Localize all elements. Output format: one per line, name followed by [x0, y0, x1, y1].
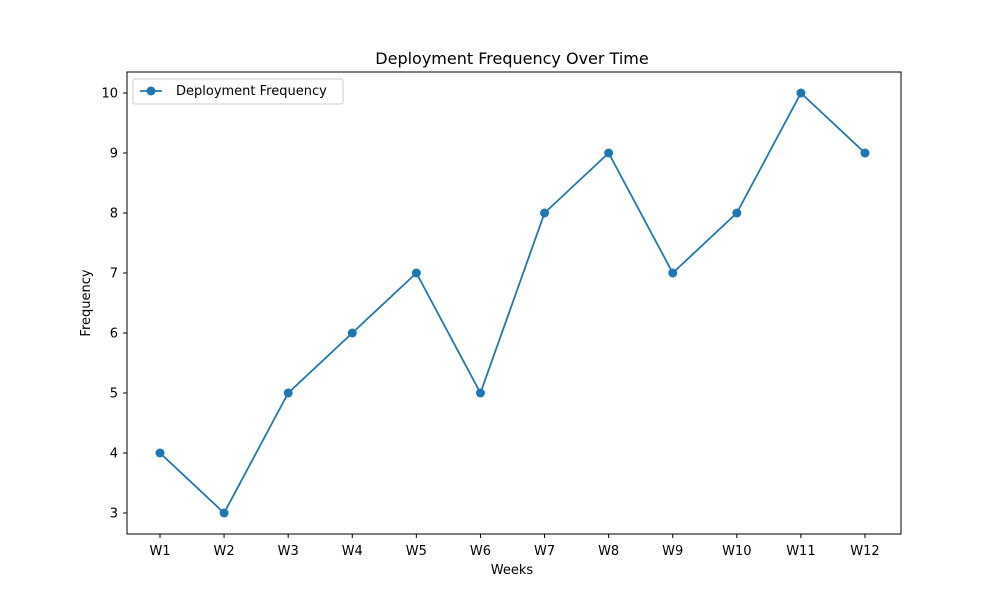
x-tick-label: W4: [342, 544, 363, 559]
x-tick-label: W8: [598, 544, 619, 559]
data-point: [540, 208, 550, 218]
data-point: [668, 268, 678, 278]
x-axis: W1 W2 W3 W4 W5 W6 W7 W8 W9 W10 W11 W12: [149, 534, 880, 559]
x-tick-label: W7: [534, 544, 555, 559]
series-layer: [155, 88, 870, 518]
y-tick-label: 3: [110, 507, 118, 522]
data-point: [604, 148, 614, 158]
y-tick-label: 8: [110, 207, 118, 222]
legend-box: [132, 78, 344, 105]
y-tick-label: 7: [110, 267, 118, 282]
chart-title: Deployment Frequency Over Time: [375, 49, 648, 68]
data-point: [796, 88, 806, 98]
x-tick-label: W3: [278, 544, 299, 559]
data-point: [475, 388, 485, 398]
y-axis-label: Frequency: [79, 269, 94, 336]
data-point: [219, 508, 229, 518]
legend-label: Deployment Frequency: [176, 84, 327, 99]
y-tick-label: 9: [110, 147, 118, 162]
x-tick-label: W5: [406, 544, 427, 559]
x-tick-label: W2: [214, 544, 235, 559]
series-line: [159, 92, 866, 514]
x-tick-label: W10: [722, 544, 751, 559]
x-tick-label: W12: [850, 544, 879, 559]
y-tick-label: 4: [110, 447, 118, 462]
data-point: [155, 448, 165, 458]
data-point: [347, 328, 357, 338]
data-point: [732, 208, 742, 218]
x-tick-label: W1: [149, 544, 170, 559]
x-tick-label: W9: [662, 544, 683, 559]
data-point: [411, 268, 421, 278]
y-tick-label: 5: [110, 387, 118, 402]
x-axis-label: Weeks: [491, 563, 534, 578]
y-axis: 3 4 5 6 7 8 9 10: [101, 87, 127, 522]
legend: Deployment Frequency: [132, 78, 344, 105]
data-point: [283, 388, 293, 398]
data-point: [860, 148, 870, 158]
y-tick-label: 10: [101, 87, 118, 102]
x-tick-label: W6: [470, 544, 491, 559]
y-tick-label: 6: [110, 327, 118, 342]
plot-area: [126, 71, 902, 535]
legend-marker: [146, 86, 156, 96]
x-tick-label: W11: [786, 544, 815, 559]
